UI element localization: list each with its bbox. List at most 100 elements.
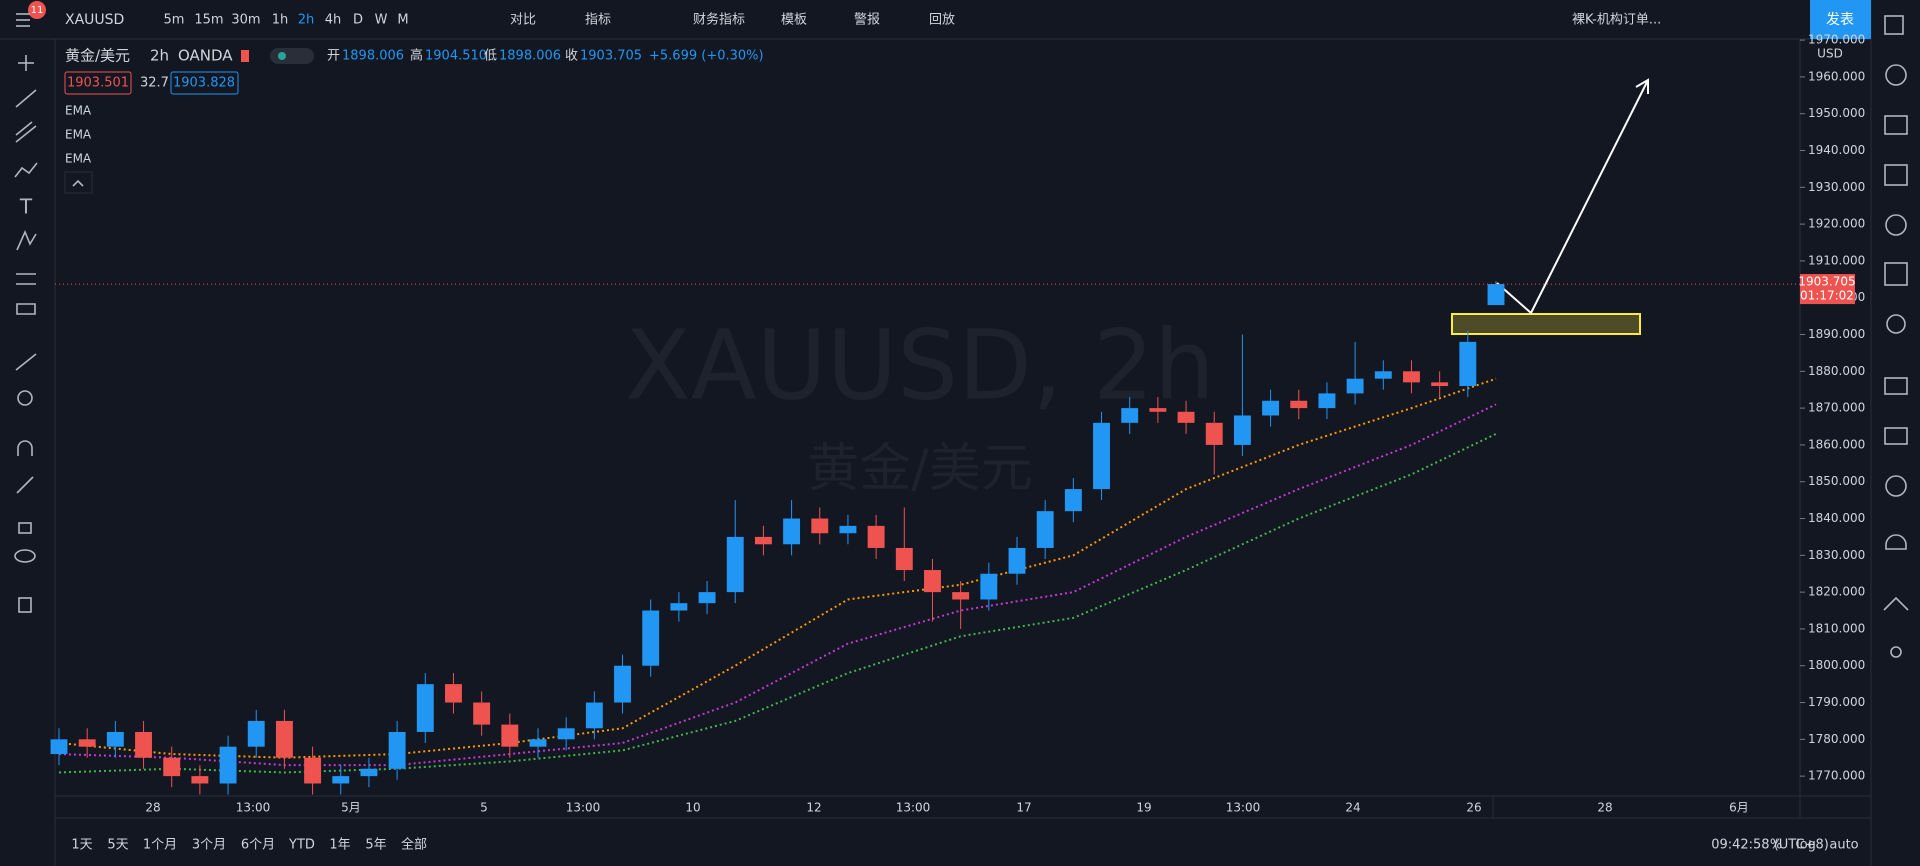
bid[interactable]: 1903.501: [67, 76, 129, 91]
candle-body: [304, 757, 322, 784]
range-button[interactable]: 1年: [329, 838, 350, 853]
range-button[interactable]: 5天: [107, 838, 128, 853]
candle-body: [1290, 400, 1308, 409]
interval[interactable]: 1h: [272, 13, 289, 28]
y-tick-label: 1790.000: [1808, 695, 1865, 709]
change: +5.699 (+0.30%): [649, 49, 764, 64]
watermark: XAUUSD, 2h 黄金/美元: [625, 309, 1215, 499]
toolbar-button[interactable]: 警报: [854, 12, 880, 28]
close-value: 1903.705: [580, 49, 642, 64]
menu-icon[interactable]: [16, 13, 30, 27]
collapse-button[interactable]: [64, 171, 93, 194]
range-button[interactable]: 3个月: [192, 838, 226, 853]
candle-body: [529, 739, 547, 747]
notification-badge: [28, 1, 46, 19]
range-button[interactable]: 1天: [71, 838, 92, 853]
range-button[interactable]: 5年: [365, 838, 386, 853]
interval[interactable]: W: [375, 13, 388, 28]
indicator-label[interactable]: EMA: [65, 104, 92, 118]
y-tick-label: 1890.000: [1808, 327, 1865, 341]
candle-body: [388, 731, 406, 769]
arrow-head[interactable]: [1635, 78, 1649, 94]
legend-interval: 2h: [150, 47, 169, 65]
y-tick-label: 1800.000: [1808, 658, 1865, 672]
candle-body: [50, 739, 68, 755]
scale-option[interactable]: log: [1796, 838, 1816, 853]
price-unit: USD: [1817, 47, 1843, 61]
x-tick-label: 5: [480, 801, 488, 815]
candle-body: [1205, 422, 1223, 445]
y-tick-label: 1850.000: [1808, 474, 1865, 488]
y-tick-label: 1880.000: [1808, 364, 1865, 378]
range-button[interactable]: 6个月: [241, 838, 275, 853]
candle-body: [614, 665, 631, 703]
y-tick-label: 1970.000: [1808, 33, 1865, 47]
publish-button[interactable]: [1810, 0, 1871, 39]
watermark-symbol: XAUUSD, 2h: [625, 309, 1215, 421]
toolbar-button[interactable]: 对比: [510, 13, 536, 28]
candle-body: [219, 746, 237, 784]
y-tick-label: 1930.000: [1808, 180, 1865, 194]
symbol[interactable]: XAUUSD: [65, 12, 124, 28]
candle-body: [1431, 382, 1449, 387]
y-tick-label: 1940.000: [1808, 143, 1865, 157]
interval[interactable]: 4h: [325, 13, 342, 28]
ask-box[interactable]: [170, 71, 239, 95]
range-button[interactable]: YTD: [288, 838, 315, 853]
interval[interactable]: 15m: [194, 13, 223, 28]
candle-body: [1233, 415, 1251, 445]
candle-body: [445, 684, 462, 703]
flag: [241, 50, 249, 62]
toolbar-button[interactable]: 回放: [929, 13, 955, 28]
candle-body: [1121, 408, 1139, 423]
candle-body: [557, 728, 575, 740]
candle-body: [726, 536, 744, 593]
interval[interactable]: 2h: [298, 13, 315, 28]
candle-body: [1036, 511, 1054, 548]
template-name[interactable]: 裸K-机构订单...: [1572, 13, 1661, 28]
arrow-drawing[interactable]: [1496, 79, 1649, 315]
candle-body: [1149, 408, 1167, 412]
close-label: 收: [565, 49, 578, 64]
ask[interactable]: 1903.828: [173, 76, 235, 91]
x-tick-label: 13:00: [1226, 801, 1261, 815]
y-tick-label: 1910.000: [1808, 253, 1865, 267]
scale-option[interactable]: auto: [1829, 838, 1858, 853]
candle-body: [275, 720, 293, 758]
bid-box[interactable]: [64, 71, 132, 95]
toolbar-button[interactable]: 指标: [585, 13, 611, 28]
scale-option[interactable]: %: [1770, 838, 1782, 853]
collapse-icon[interactable]: [72, 179, 84, 187]
x-tick-label: 12: [806, 801, 821, 815]
ema-line: [58, 403, 1497, 767]
legend-exchange: OANDA: [178, 47, 233, 65]
x-tick-label: 24: [1345, 801, 1360, 815]
left-toolbar: T: [14, 55, 38, 613]
interval[interactable]: 5m: [164, 13, 185, 28]
toolbar-button[interactable]: 模板: [781, 13, 807, 28]
toolbar-button[interactable]: 财务指标: [693, 12, 745, 28]
range-button[interactable]: 全部: [401, 837, 427, 853]
open-value: 1898.006: [342, 49, 404, 64]
candle-body: [754, 536, 772, 545]
publish-label[interactable]: 发表: [1826, 12, 1854, 28]
x-tick-label: 10: [685, 801, 700, 815]
watermark-name: 黄金/美元: [807, 439, 1033, 499]
interval[interactable]: 30m: [231, 13, 260, 28]
candle-body: [360, 768, 378, 777]
indicator-label[interactable]: EMA: [65, 128, 92, 142]
candle-body: [135, 731, 152, 758]
indicator-label[interactable]: EMA: [65, 152, 92, 166]
interval[interactable]: M: [397, 13, 408, 28]
candle-body: [78, 739, 96, 747]
open-label: 开: [327, 49, 340, 64]
range-button[interactable]: 1个月: [143, 838, 177, 853]
interval[interactable]: D: [353, 13, 363, 28]
x-tick-label: 5月: [341, 801, 361, 815]
status-pill: [270, 48, 314, 64]
zone-drawing[interactable]: [1451, 313, 1641, 335]
candle-body: [1093, 422, 1110, 490]
legend: 黄金/美元 2h OANDA 开 1898.006 高 1904.510 低 1…: [64, 47, 764, 194]
